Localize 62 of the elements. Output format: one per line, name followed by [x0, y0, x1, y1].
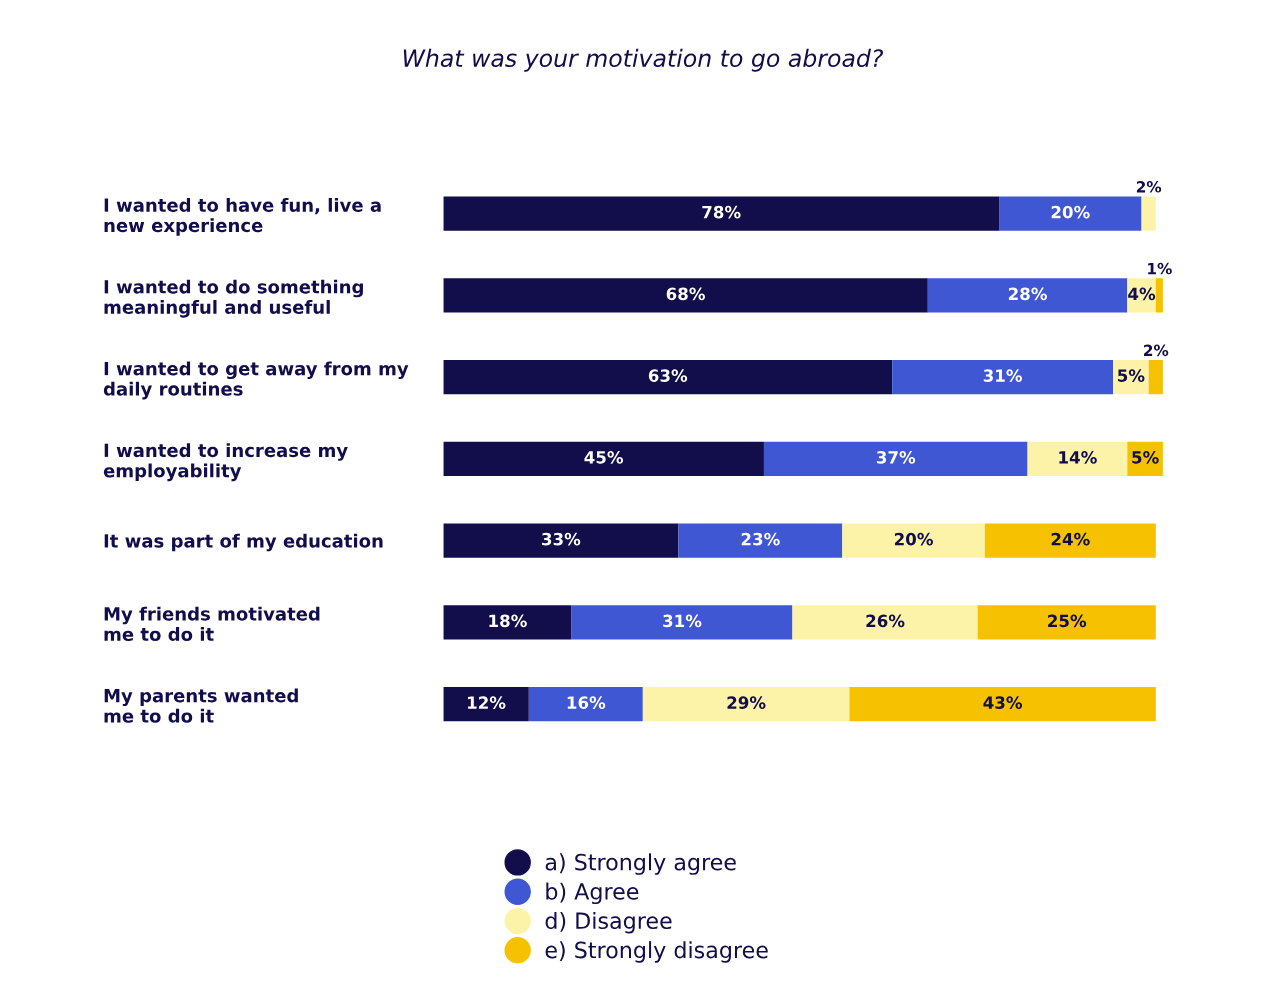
data-label: 5% [1132, 451, 1159, 464]
data-label: 20% [1051, 205, 1090, 219]
data-label: 2% [1136, 181, 1162, 193]
bar [443, 441, 764, 476]
legend-label: e) Strongly disagree [545, 941, 768, 963]
bar [678, 523, 843, 558]
y-tick-label: My friends motivated me to do it [104, 606, 320, 641]
data-label: 23% [741, 532, 780, 546]
legend-label: a) Strongly agree [545, 853, 736, 875]
data-label: 24% [1051, 532, 1090, 546]
data-label: 31% [663, 614, 702, 628]
data-label: 1% [1148, 262, 1172, 275]
legend-label: b) Agree [546, 882, 639, 905]
bar [443, 278, 928, 313]
y-tick-label: I wanted to do something meaningful and useful [104, 279, 363, 318]
bar [1027, 441, 1128, 476]
y-tick-label: I wanted to have fun, live a new experience [104, 197, 381, 236]
bar [571, 605, 793, 640]
data-label: 12% [468, 696, 506, 709]
chart-title: What was your motivation to go abroad? [403, 48, 883, 72]
bar [642, 686, 850, 722]
data-label: 20% [894, 532, 933, 546]
bar [849, 686, 1156, 722]
bar [443, 359, 893, 395]
bar [1148, 359, 1163, 395]
data-label: 29% [727, 696, 766, 709]
data-label: 78% [702, 205, 741, 219]
y-tick-label: I wanted to increase my employability [103, 443, 348, 482]
data-label: 43% [983, 696, 1023, 709]
bar [443, 686, 529, 722]
data-label: 16% [567, 696, 606, 709]
y-tick-label: It was part of my education [104, 533, 383, 552]
data-label: 14% [1059, 451, 1097, 464]
data-label: 31% [983, 369, 1023, 382]
data-label: 28% [1008, 287, 1047, 301]
bar [443, 523, 679, 558]
bar [892, 359, 1114, 395]
y-tick-label: My parents wanted me to do it [104, 688, 298, 723]
bar [977, 605, 1156, 640]
data-label: 25% [1048, 614, 1087, 628]
bar [528, 686, 643, 722]
data-label: 18% [489, 614, 527, 628]
data-label: 2% [1144, 344, 1169, 357]
data-label: 63% [648, 369, 688, 382]
bar [842, 523, 985, 558]
y-tick-label: I wanted to get away from my daily routines [103, 361, 409, 400]
bar [443, 605, 572, 640]
bar [984, 523, 1156, 558]
data-label: 26% [866, 614, 905, 628]
legend-label: d) Disagree [545, 911, 672, 934]
bar [792, 605, 978, 640]
bar [927, 278, 1128, 313]
data-label: 5% [1118, 369, 1145, 382]
data-label: 4% [1128, 287, 1156, 301]
bar [999, 196, 1142, 231]
data-label: 45% [584, 451, 624, 464]
data-label: 33% [542, 532, 581, 546]
bar [443, 196, 1000, 231]
bar [763, 441, 1028, 476]
data-label: 37% [876, 451, 916, 464]
bar [1141, 196, 1156, 231]
data-label: 68% [666, 287, 705, 301]
